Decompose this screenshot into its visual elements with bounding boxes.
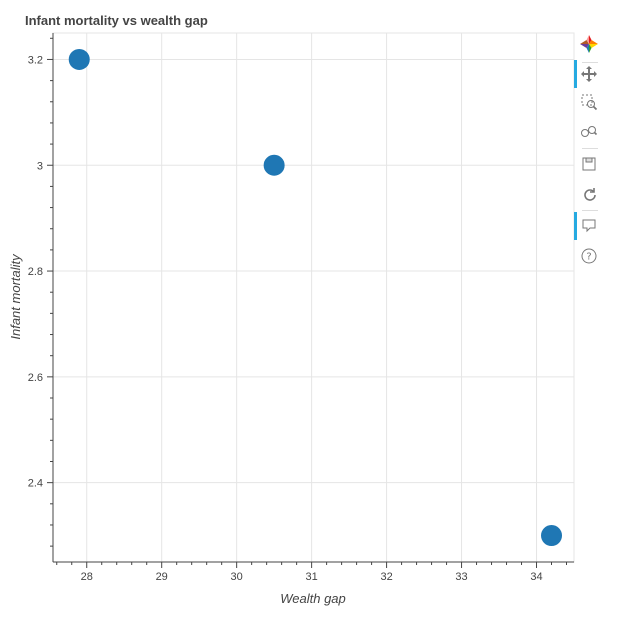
y-ticks: 2.4 2.6 2.8 3 3.2 (28, 37, 53, 547)
data-points (68, 48, 563, 547)
wheel-zoom-tool-button[interactable] (574, 118, 604, 146)
svg-text:?: ? (586, 252, 591, 263)
x-axis-label: Wealth gap (280, 591, 346, 606)
x-ticks: 28 29 30 31 32 33 34 (56, 562, 568, 583)
y-axis: 2.4 2.6 2.8 3 3.2 (28, 33, 54, 562)
hover-icon (582, 219, 596, 233)
y-tick-label: 3 (37, 160, 43, 172)
y-axis-label: Infant mortality (8, 253, 23, 340)
help-tool-button[interactable]: ? (574, 242, 604, 270)
wheel-zoom-icon (581, 126, 598, 137)
x-axis: 28 29 30 31 32 33 34 (53, 561, 574, 583)
box-zoom-icon (581, 94, 598, 111)
save-tool-button[interactable] (574, 150, 604, 178)
pan-tool-button[interactable] (574, 60, 604, 88)
y-grid (53, 58, 574, 484)
toolbar-separator (582, 148, 598, 149)
pan-icon (581, 66, 597, 82)
toolbar-separator (582, 62, 598, 63)
box-zoom-tool-button[interactable] (574, 88, 604, 116)
x-tick-label: 30 (231, 571, 243, 583)
chart-title: Infant mortality vs wealth gap (25, 13, 208, 28)
x-tick-label: 28 (81, 571, 93, 583)
hover-tool-button[interactable] (574, 212, 604, 240)
help-icon: ? (581, 248, 597, 264)
toolbar-separator (582, 210, 598, 211)
bokeh-logo-icon (580, 35, 598, 53)
x-grid (86, 33, 538, 562)
y-tick-label: 2.8 (28, 266, 43, 278)
x-tick-label: 32 (380, 571, 392, 583)
x-tick-label: 31 (306, 571, 318, 583)
x-tick-label: 29 (156, 571, 168, 583)
y-tick-label: 3.2 (28, 54, 43, 66)
x-tick-label: 34 (530, 571, 542, 583)
y-tick-label: 2.4 (28, 478, 43, 490)
chart-toolbar: ? (572, 30, 604, 280)
reset-tool-button[interactable] (574, 180, 604, 208)
y-tick-label: 2.6 (28, 372, 43, 384)
reset-icon (584, 188, 596, 201)
save-icon (582, 157, 596, 171)
scatter-point (263, 154, 285, 176)
x-tick-label: 33 (455, 571, 467, 583)
bokeh-logo-icon[interactable] (574, 30, 604, 58)
scatter-point (541, 525, 563, 547)
plot-area (52, 32, 575, 563)
scatter-point (68, 48, 90, 70)
